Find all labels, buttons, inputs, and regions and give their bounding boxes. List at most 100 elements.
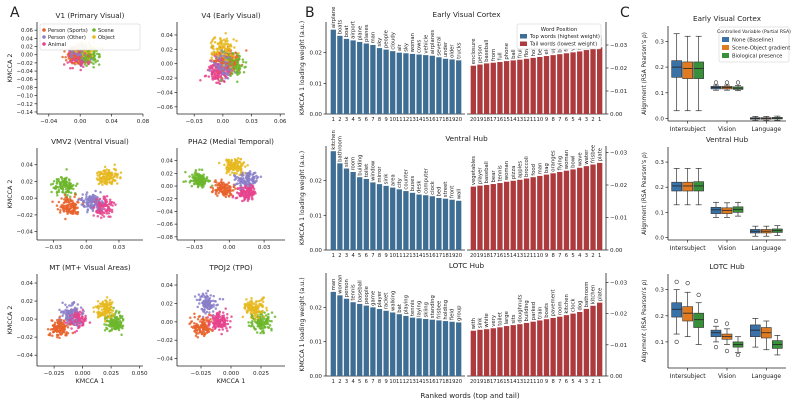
scatter-point	[236, 70, 239, 74]
top-rank-label: 18	[442, 117, 449, 123]
scatter-point	[252, 314, 256, 317]
scatter-point	[93, 54, 96, 58]
scatter-point	[221, 328, 225, 331]
scatter-point	[225, 60, 228, 64]
scatter-point	[64, 217, 67, 221]
scatter-point	[64, 318, 68, 321]
scatter-point	[110, 172, 113, 176]
top-word-bar	[330, 151, 336, 250]
scatter-point	[193, 316, 196, 319]
y-tick-label: 0.00	[21, 53, 34, 59]
scatter-point	[117, 328, 121, 332]
scatter-point	[57, 200, 61, 204]
scatter-point	[75, 207, 78, 210]
scatter-point	[107, 202, 111, 206]
legend-label: Biological presence	[732, 54, 782, 60]
scatter-point	[69, 57, 72, 61]
scatter-point	[62, 312, 65, 315]
scatter-point	[250, 321, 253, 324]
scatter-point	[200, 168, 204, 171]
scatter-point	[250, 300, 254, 304]
top-word-bar	[403, 315, 409, 376]
scatter-point	[200, 178, 203, 181]
tail-word-label: man	[537, 163, 543, 175]
right-y-tick-label: 0.00	[610, 112, 623, 118]
y-tick-label: 0.01	[310, 213, 323, 219]
scatter-point	[99, 313, 103, 317]
scatter-point	[214, 66, 217, 70]
right-y-tick-label: −0.03	[610, 43, 628, 49]
scatter-point	[59, 209, 62, 212]
top-word-bar	[423, 319, 429, 376]
scatter-point	[81, 312, 85, 315]
scatter-point	[226, 189, 229, 192]
tail-word-bar	[483, 185, 490, 250]
tail-word-bar	[530, 177, 536, 250]
y-axis-title: KMCCA 2	[7, 306, 14, 335]
top-rank-label: 8	[378, 117, 381, 123]
scatter-point	[211, 66, 214, 70]
scatter-point	[118, 317, 121, 320]
top-word-bar	[396, 189, 402, 250]
top-rank-label: 18	[442, 379, 449, 385]
top-rank-label: 10	[389, 117, 396, 123]
scatter-point	[111, 204, 114, 207]
top-word-bar	[343, 38, 350, 115]
scatter-point	[86, 201, 89, 204]
scatter-point	[215, 304, 218, 307]
scatter-point	[102, 215, 106, 218]
scatter-point	[218, 51, 221, 55]
box-biological	[772, 225, 783, 236]
tail-word-bar	[570, 313, 576, 376]
scatter-point	[97, 63, 101, 66]
top-word-label: airport	[351, 21, 357, 39]
tail-rank-label: 10	[537, 253, 544, 259]
scatter-point	[246, 301, 250, 304]
scatter-point	[225, 37, 229, 41]
right-y-tick-label: −0.02	[610, 312, 627, 318]
x-tick-label: Language	[752, 373, 782, 380]
scatter-point	[77, 314, 81, 318]
scatter-point	[87, 54, 90, 58]
box-scene-object	[761, 225, 772, 237]
tail-rank-label: 20	[470, 379, 477, 385]
tail-rank-label: 8	[551, 253, 554, 259]
right-y-tick-label: −0.03	[610, 280, 628, 286]
top-word-label: boat	[344, 25, 350, 37]
box-none	[671, 279, 682, 344]
scatter-point	[199, 78, 202, 82]
scatter-point	[204, 312, 207, 315]
scatter-point	[92, 214, 95, 217]
scatter-point	[236, 80, 239, 83]
panel-label-b: B	[305, 5, 315, 21]
scatter-point	[214, 307, 218, 310]
scatter-point	[207, 179, 210, 182]
scatter-point	[230, 62, 234, 65]
top-word-bar	[436, 320, 442, 376]
scatter-point	[216, 50, 219, 54]
tail-word-bar	[503, 181, 510, 250]
scatter-point	[92, 50, 96, 54]
tail-word-bar	[470, 330, 476, 376]
scatter-point	[85, 191, 89, 194]
tail-word-label: dog	[577, 301, 583, 311]
top-word-bar	[343, 298, 350, 376]
scatter-point	[113, 163, 116, 166]
scatter-point	[52, 179, 56, 183]
top-word-label: trucks	[456, 42, 462, 59]
scatter-point	[235, 55, 238, 58]
scatter-point	[211, 190, 214, 194]
scatter-point	[68, 195, 72, 198]
scatter-point	[108, 304, 111, 307]
scatter-point	[242, 60, 245, 64]
scatter-point	[55, 190, 59, 194]
scatter-point	[200, 332, 204, 336]
top-word-label: mirror	[377, 166, 383, 183]
box-chart-title: Early Visual Cortex	[693, 14, 762, 23]
legend-label: Animal	[48, 42, 66, 48]
scatter-point	[229, 160, 233, 164]
top-word-bar	[436, 198, 442, 250]
tail-word-label: train	[537, 307, 543, 319]
scatter-point	[64, 321, 67, 325]
y-tick-label: −0.02	[156, 76, 173, 82]
